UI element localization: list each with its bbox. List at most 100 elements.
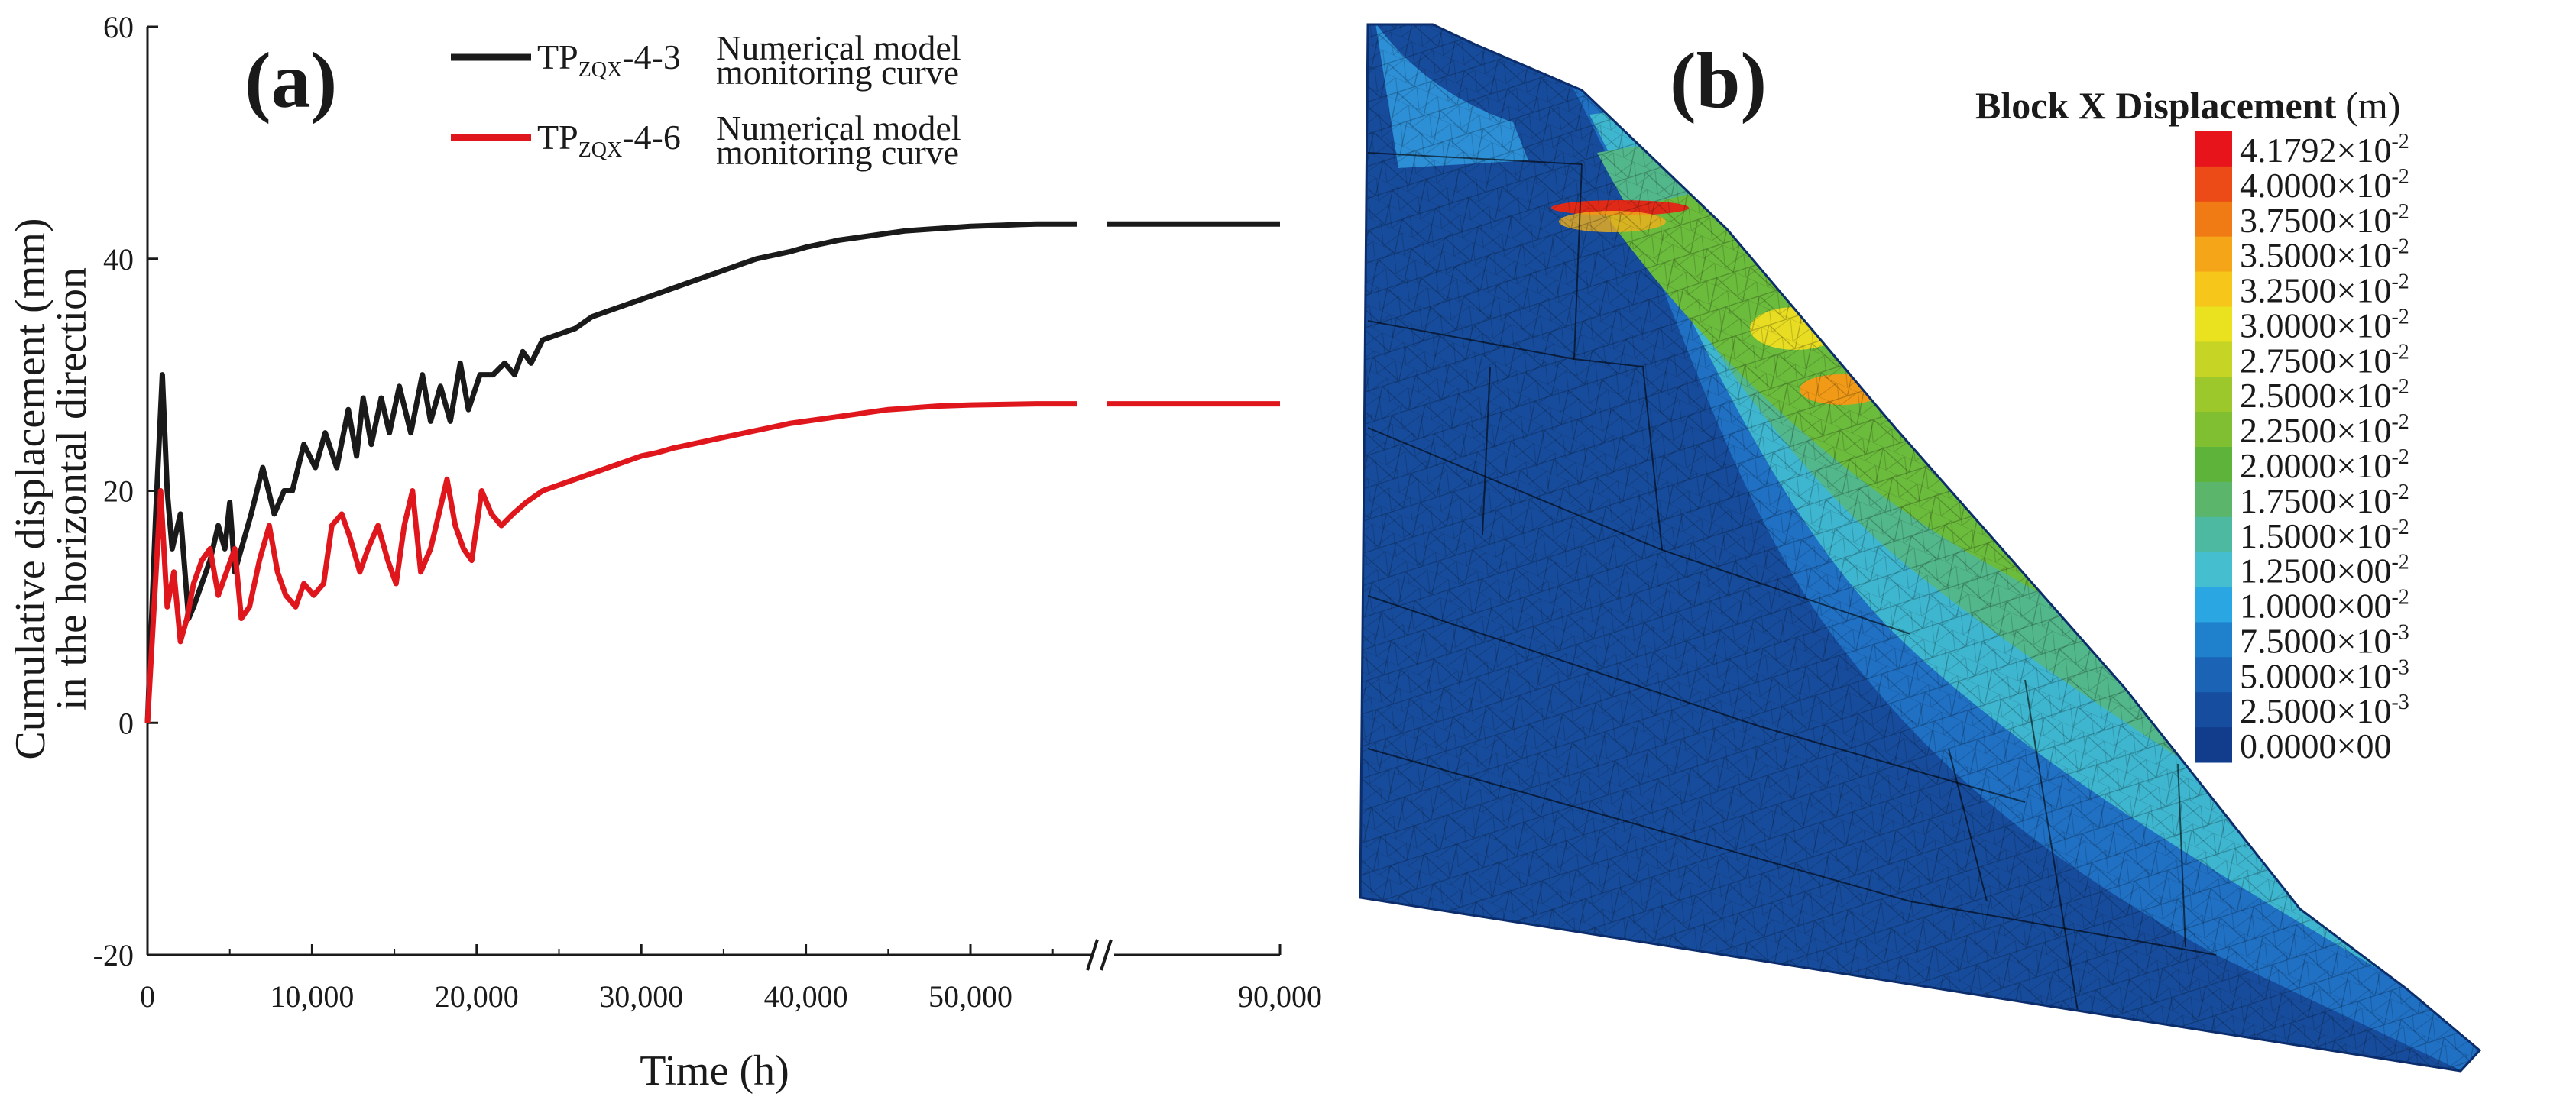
colorbar-label-exponent: -2 (2391, 340, 2409, 364)
colorbar-swatch (2195, 377, 2232, 413)
colorbar-label-main: 3.2500×10 (2240, 271, 2391, 310)
y-axis-title-line2: in the horizontal direction (48, 267, 96, 710)
legend-subscript-1: ZQX (578, 58, 623, 82)
colorbar-label-exponent: -3 (2391, 655, 2409, 679)
y-tick-label: 20 (103, 474, 134, 509)
colorbar-label-main: 1.5000×10 (2240, 516, 2391, 555)
panel-label-b: (b) (1670, 37, 1767, 125)
colorbar-label-exponent: -2 (2391, 200, 2409, 224)
colorbar-label: 2.5000×10-3 (2240, 691, 2409, 730)
x-tick-label: 20,000 (435, 979, 519, 1014)
colorbar-swatch (2195, 692, 2232, 728)
colorbar-title-main: Block X Displacement (1975, 84, 2337, 127)
colorbar-label-main: 3.7500×10 (2240, 201, 2391, 240)
colorbar-label: 2.5000×10-2 (2240, 375, 2409, 415)
colorbar-label-main: 2.7500×10 (2240, 341, 2391, 380)
colorbar-label-main: 7.5000×10 (2240, 621, 2391, 660)
colorbar-label: 5.0000×10-3 (2240, 655, 2409, 695)
colorbar: 4.1792×10-24.0000×10-23.7500×10-23.5000×… (2195, 130, 2409, 765)
colorbar-swatch (2195, 201, 2232, 238)
colorbar-label-main: 0.0000×00 (2240, 726, 2391, 765)
legend-suffix-2: -4-6 (622, 118, 681, 157)
x-axis-title: Time (h) (640, 1047, 789, 1095)
colorbar-label-exponent: -2 (2391, 270, 2409, 294)
y-tick-label: 0 (118, 706, 134, 740)
axis-break-mark (1086, 939, 1113, 971)
colorbar-swatch (2195, 481, 2232, 518)
svg-text:TPZQX-4-6: TPZQX-4-6 (537, 118, 681, 162)
x-tick-label: 0 (140, 979, 155, 1014)
colorbar-swatch (2195, 622, 2232, 658)
colorbar-swatch (2195, 516, 2232, 553)
colorbar-label-main: 2.5000×10 (2240, 691, 2391, 730)
colorbar-label: 3.5000×10-2 (2240, 235, 2409, 275)
x-tick-label: 50,000 (928, 979, 1013, 1014)
x-tick-label: 10,000 (270, 979, 354, 1014)
colorbar-label-exponent: -2 (2391, 130, 2409, 154)
colorbar-label: 2.7500×10-2 (2240, 340, 2409, 380)
colorbar-label-main: 3.5000×10 (2240, 236, 2391, 275)
colorbar-label-exponent: -2 (2391, 375, 2409, 399)
legend-line1-1: Numerical model (716, 28, 961, 67)
colorbar-label: 1.2500×00-2 (2240, 551, 2409, 590)
colorbar-swatch (2195, 552, 2232, 588)
colorbar-label-main: 4.0000×10 (2240, 166, 2391, 205)
series-line-1 (144, 221, 1077, 723)
legend-prefix-2: TP (537, 118, 578, 157)
colorbar-label-exponent: -2 (2391, 516, 2409, 539)
colorbar-label: 4.1792×10-2 (2240, 130, 2409, 170)
colorbar-label-main: 3.0000×10 (2240, 306, 2391, 345)
series-line-2 (144, 401, 1077, 723)
colorbar-label-main: 4.1792×10 (2240, 131, 2391, 170)
y-ticks: -20 0 20 40 60 (93, 10, 158, 972)
block-boundaries (1367, 152, 2217, 1017)
colorbar-swatch (2195, 131, 2232, 167)
svg-text:TPZQX-4-3: TPZQX-4-3 (537, 37, 681, 82)
colorbar-swatch (2195, 727, 2232, 763)
series-layer (144, 221, 1280, 723)
colorbar-label-exponent: -2 (2391, 410, 2409, 434)
colorbar-swatch (2195, 412, 2232, 448)
colorbar-title-unit: (m) (2345, 84, 2400, 127)
colorbar-label-exponent: -2 (2391, 480, 2409, 504)
colorbar-swatch (2195, 657, 2232, 693)
colorbar-label-main: 1.7500×10 (2240, 481, 2391, 520)
colorbar-label: 1.7500×10-2 (2240, 480, 2409, 520)
legend-line2-1: monitoring curve (716, 53, 959, 92)
colorbar-label-exponent: -2 (2391, 305, 2409, 328)
y-tick-label: -20 (93, 938, 134, 972)
colorbar-swatch (2195, 306, 2232, 342)
colorbar-label: 2.0000×10-2 (2240, 445, 2409, 485)
y-tick-label: 60 (103, 10, 134, 44)
colorbar-label-exponent: -2 (2391, 551, 2409, 574)
legend-entry-1: TPZQX-4-3 Numerical model monitoring cur… (451, 28, 961, 92)
colorbar-label: 3.2500×10-2 (2240, 270, 2409, 310)
colorbar-label: 4.0000×10-2 (2240, 165, 2409, 205)
colorbar-label-main: 2.5000×10 (2240, 376, 2391, 415)
colorbar-label: 7.5000×10-3 (2240, 620, 2409, 660)
colorbar-swatch (2195, 271, 2232, 307)
colorbar-label-exponent: -3 (2391, 620, 2409, 644)
colorbar-label-exponent: -2 (2391, 586, 2409, 610)
colorbar-title: Block X Displacement (m) (1975, 84, 2400, 127)
legend-subscript-2: ZQX (578, 138, 623, 162)
x-tick-label: 30,000 (599, 979, 683, 1014)
colorbar-label-main: 2.0000×10 (2240, 446, 2391, 485)
x-tick-label: 90,000 (1238, 979, 1322, 1014)
colorbar-swatch (2195, 236, 2232, 273)
colorbar-swatch (2195, 447, 2232, 483)
colorbar-label: 1.0000×00-2 (2240, 586, 2409, 626)
colorbar-label-exponent: -2 (2391, 445, 2409, 469)
colorbar-label-main: 2.2500×10 (2240, 411, 2391, 450)
colorbar-label-exponent: -2 (2391, 235, 2409, 259)
colorbar-label: 3.0000×10-2 (2240, 305, 2409, 345)
colorbar-label-main: 1.0000×00 (2240, 587, 2391, 626)
legend: TPZQX-4-3 Numerical model monitoring cur… (451, 28, 961, 172)
colorbar-label-exponent: -3 (2391, 691, 2409, 714)
colorbar-label: 2.2500×10-2 (2240, 410, 2409, 450)
x-ticks: 0 10,000 20,000 30,000 40,000 50,000 90,000 (140, 944, 1322, 1014)
legend-line1-2: Numerical model (716, 108, 961, 147)
colorbar-label-exponent: -2 (2391, 165, 2409, 189)
legend-prefix-1: TP (537, 37, 578, 76)
